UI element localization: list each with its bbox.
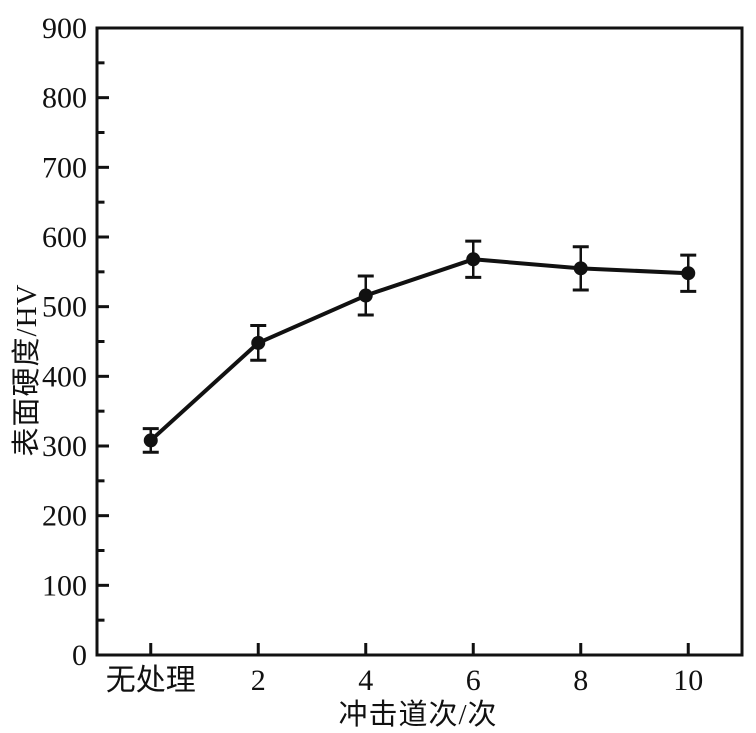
y-tick-label: 200 [42,500,87,533]
data-point [681,266,696,281]
x-tick-label: 8 [573,664,588,697]
x-tick-label: 4 [358,664,373,697]
y-tick-label: 400 [42,360,87,393]
data-point [143,433,158,448]
x-tick-label: 6 [466,664,481,697]
x-axis-title-text: 冲击道次/次 [338,699,498,731]
data-line [148,257,691,443]
data-point [466,252,481,267]
y-tick-label: 700 [42,151,87,184]
data-point [573,261,588,276]
y-tick-label: 800 [42,82,87,115]
y-tick-label: 600 [42,221,87,254]
y-axis-title-text: 表面硬度/HV [11,283,43,457]
x-tick-label: 10 [673,664,703,697]
x-tick-label: 2 [251,664,266,697]
x-tick-label: 无处理 [106,664,196,697]
y-tick-label: 500 [42,291,87,324]
data-point [251,335,266,350]
plot-frame [95,26,744,657]
y-tick-label: 300 [42,430,87,463]
data-point [358,288,373,303]
y-tick-label: 0 [72,639,87,672]
y-tick-label: 900 [42,12,87,45]
y-tick-label: 100 [42,569,87,602]
